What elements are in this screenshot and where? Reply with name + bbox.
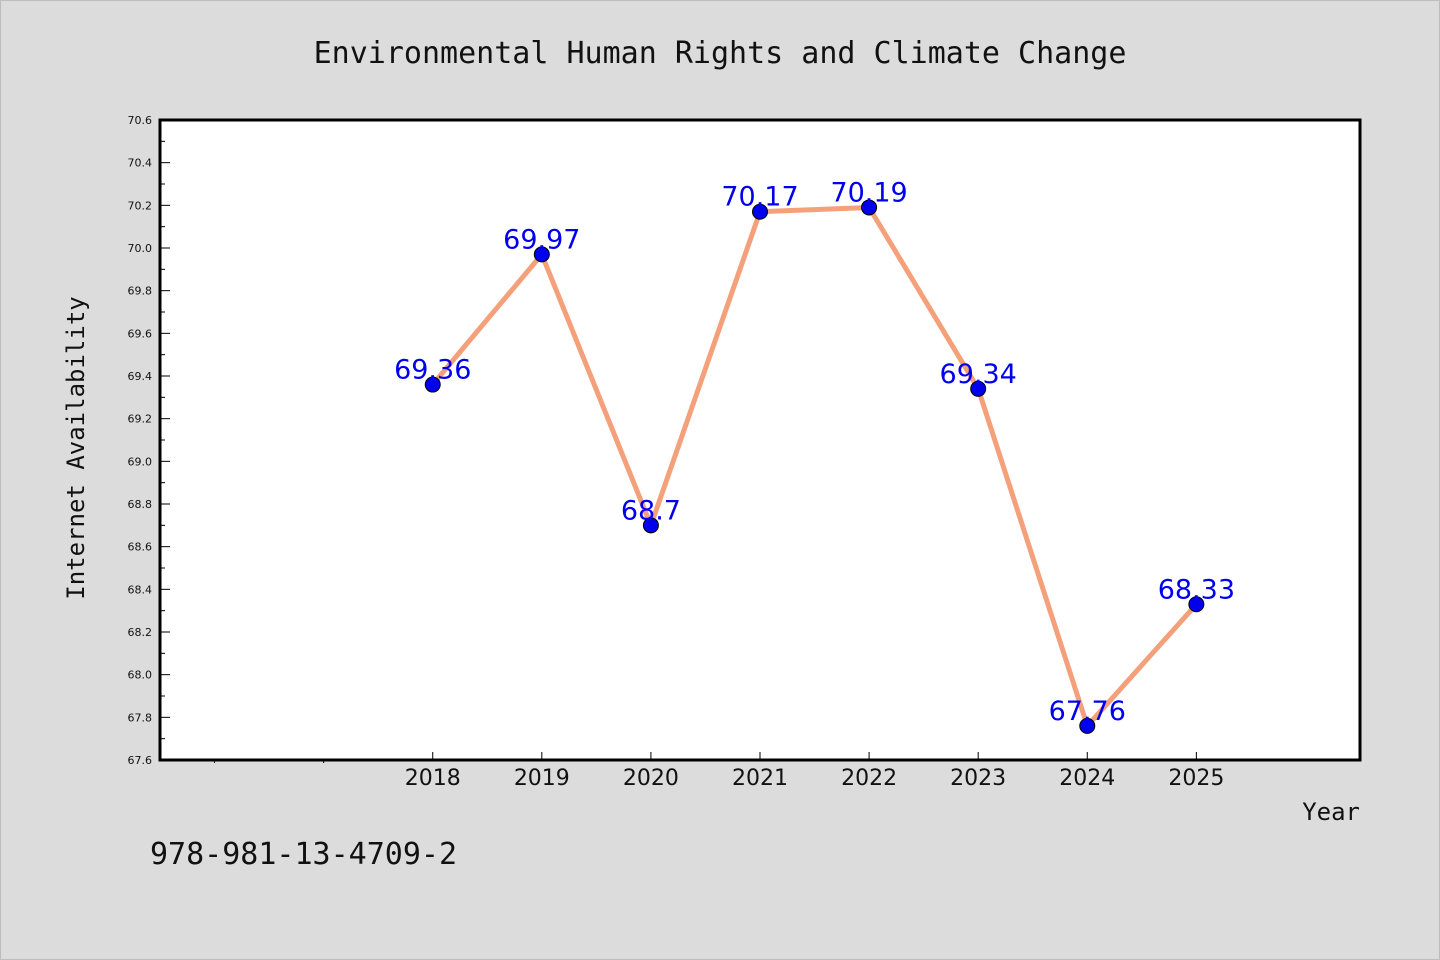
data-point xyxy=(1079,717,1096,734)
x-tick-label: 2020 xyxy=(623,766,679,791)
plot-area xyxy=(160,120,1360,760)
data-point xyxy=(533,246,550,263)
x-tick-label: 2022 xyxy=(841,766,897,791)
x-axis: 2018 2019 2020 2021 2022 2023 2024 2025 xyxy=(214,752,1224,791)
data-point xyxy=(642,517,659,534)
data-point xyxy=(970,380,987,397)
data-point xyxy=(861,199,878,216)
y-tick-label: 70.6 xyxy=(128,114,153,127)
data-label: 68.33 xyxy=(1158,574,1235,605)
y-tick-label: 70.0 xyxy=(128,242,153,255)
y-tick-label: 69.2 xyxy=(128,413,153,426)
data-point xyxy=(752,203,768,220)
y-tick-label: 69.6 xyxy=(128,327,153,340)
data-label: 68.7 xyxy=(621,495,681,526)
isbn-footer: 978-981-13-4709-2 xyxy=(150,837,457,872)
data-label: 69.36 xyxy=(394,355,471,386)
y-tick-label: 67.6 xyxy=(128,754,153,767)
data-point xyxy=(424,376,441,393)
y-tick-label: 68.8 xyxy=(128,498,153,511)
data-label: 69.34 xyxy=(940,359,1017,390)
x-tick-label: 2019 xyxy=(514,766,570,791)
y-tick-label: 69.8 xyxy=(128,285,153,298)
chart-title: Environmental Human Rights and Climate C… xyxy=(314,36,1127,71)
data-point xyxy=(1188,596,1205,613)
data-series: 69.36 69.97 68.7 70.17 70.19 69.34 67.76 68.33 xyxy=(394,177,1235,734)
plot-frame xyxy=(158,118,1362,762)
y-tick-label: 68.4 xyxy=(128,583,153,596)
x-tick-label: 2024 xyxy=(1059,766,1115,791)
series-line xyxy=(430,205,1199,729)
x-tick-label: 2023 xyxy=(950,766,1006,791)
x-axis-label: Year xyxy=(1302,798,1360,826)
y-tick-label: 70.2 xyxy=(128,199,153,212)
data-label: 70.17 xyxy=(721,182,798,213)
data-label: 70.19 xyxy=(830,177,907,208)
y-tick-label: 69.0 xyxy=(128,455,153,468)
data-label: 67.76 xyxy=(1049,696,1126,727)
y-tick-label: 68.0 xyxy=(128,669,153,682)
y-tick-label: 67.8 xyxy=(128,711,153,724)
y-tick-label: 70.4 xyxy=(128,157,153,170)
y-axis: 67.6 67.8 68.0 68.2 68.4 68.6 68.8 69.0 69.2 69.4… xyxy=(128,114,170,767)
x-tick-label: 2021 xyxy=(732,766,788,791)
data-label: 69.97 xyxy=(503,224,580,255)
y-tick-label: 68.2 xyxy=(128,626,153,639)
y-tick-label: 69.4 xyxy=(128,370,153,383)
y-axis-label: Internet Availability xyxy=(62,296,90,599)
x-tick-label: 2018 xyxy=(405,766,461,791)
y-tick-label: 68.6 xyxy=(128,541,153,554)
x-tick-label: 2025 xyxy=(1168,766,1224,791)
